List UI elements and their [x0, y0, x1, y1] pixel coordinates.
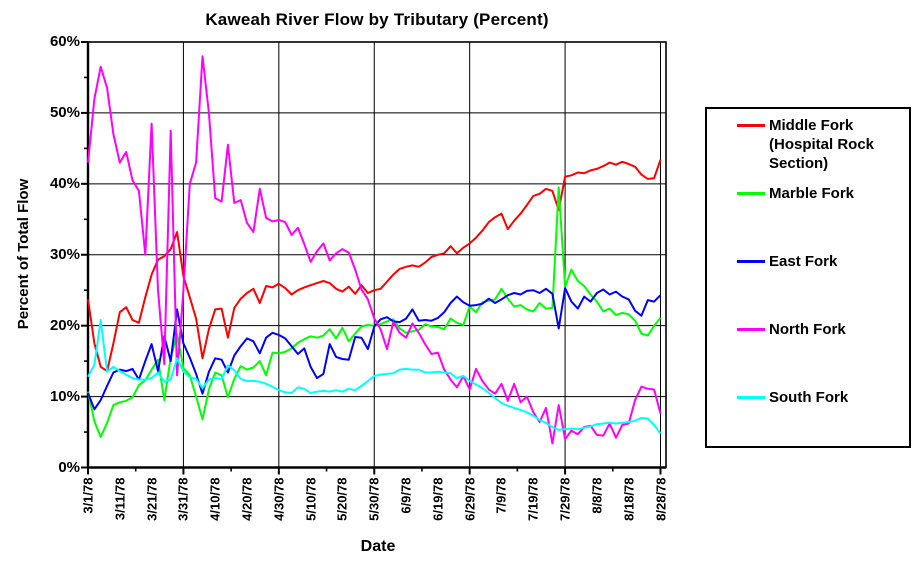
- x-tick-label: 6/29/78: [462, 477, 478, 521]
- x-tick-label: 4/30/78: [271, 477, 287, 521]
- y-axis-title: Percent of Total Flow: [15, 178, 32, 330]
- legend-label: Middle Fork (Hospital Rock Section): [769, 117, 875, 172]
- legend-box: Middle Fork (Hospital Rock Section) Marbl…: [705, 107, 911, 448]
- x-tick-label: 3/11/78: [112, 477, 128, 521]
- y-tick-label: 50%: [49, 103, 80, 121]
- y-tick-label: 20%: [49, 316, 80, 334]
- x-tick-label: 3/1/78: [80, 477, 96, 514]
- x-axis-title: Date: [360, 538, 396, 555]
- legend-label: South Fork: [769, 389, 849, 406]
- series-line-north-fork: [87, 55, 662, 445]
- legend-label: Marble Fork: [769, 185, 855, 202]
- x-tick-label: 8/18/78: [621, 477, 637, 521]
- legend-line-sample-icon: [737, 396, 765, 399]
- series-line-east-fork: [87, 287, 662, 411]
- legend-line-sample-icon: [737, 328, 765, 331]
- x-tick-label: 7/29/78: [557, 477, 573, 521]
- x-tick-label: 4/10/78: [207, 477, 223, 521]
- x-tick-label: 3/21/78: [144, 477, 160, 521]
- legend-line-sample-icon: [737, 192, 765, 195]
- y-tick-label: 30%: [49, 245, 80, 263]
- x-tick-label: 7/19/78: [525, 477, 541, 521]
- legend-line-sample-icon: [737, 260, 765, 263]
- x-tick-label: 7/9/78: [493, 477, 509, 514]
- x-tick-label: 5/10/78: [303, 477, 319, 521]
- x-tick-label: 8/28/78: [653, 477, 668, 521]
- x-tick-label: 6/9/78: [398, 477, 414, 514]
- y-tick-label: 0%: [58, 458, 80, 476]
- y-tick-label: 10%: [49, 387, 80, 405]
- legend-label: North Fork: [769, 321, 846, 338]
- x-tick-label: 6/19/78: [430, 477, 446, 521]
- x-tick-label: 5/20/78: [334, 477, 350, 521]
- x-tick-label: 4/20/78: [239, 477, 255, 521]
- y-tick-label: 40%: [49, 174, 80, 192]
- y-tick-label: 60%: [49, 33, 80, 50]
- series-line-south-fork: [87, 319, 662, 435]
- legend-label: East Fork: [769, 253, 838, 270]
- x-tick-label: 3/31/78: [175, 477, 191, 521]
- chart-title: Kaweah River Flow by Tributary (Percent): [205, 10, 549, 29]
- x-tick-label: 5/30/78: [366, 477, 382, 521]
- legend-line-sample-icon: [737, 124, 765, 127]
- x-tick-label: 8/8/78: [589, 477, 605, 514]
